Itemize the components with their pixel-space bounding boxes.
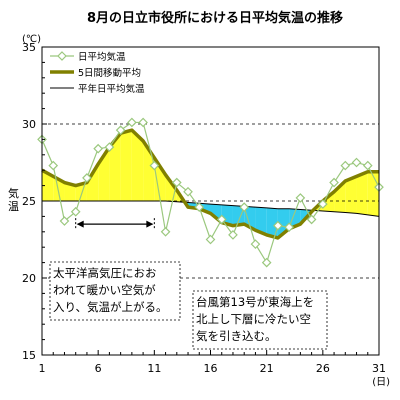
annotation-arrowhead — [76, 220, 84, 228]
data-point — [160, 226, 171, 237]
data-point — [93, 143, 104, 154]
x-tick-label: 1 — [39, 362, 46, 375]
y-tick-label: 15 — [22, 349, 36, 362]
fill-above-normal — [154, 157, 166, 201]
annotation-text-line: われて暖かい空気が — [53, 283, 156, 297]
fill-above-normal — [64, 182, 76, 201]
fill-below-normal — [266, 207, 278, 238]
data-point — [306, 214, 317, 225]
fill-above-normal — [356, 171, 368, 215]
data-point — [317, 199, 328, 209]
legend-entry: 5日間移動平均 — [78, 67, 141, 79]
data-point — [70, 206, 81, 217]
data-point — [284, 222, 294, 233]
y-axis-label: 気温 — [8, 186, 19, 213]
data-point — [183, 186, 193, 197]
fill-above-normal — [120, 130, 132, 201]
data-point — [194, 202, 205, 213]
x-tick-label: 11 — [147, 362, 161, 375]
fill-above-normal — [131, 130, 144, 201]
x-tick-label: 26 — [316, 362, 330, 375]
x-tick-label: 6 — [95, 362, 102, 375]
data-point — [295, 193, 306, 203]
x-tick-label: 21 — [260, 362, 274, 375]
data-point — [340, 160, 351, 171]
fill-above-normal — [86, 164, 99, 201]
data-point — [205, 234, 216, 245]
y-tick-label: 35 — [22, 41, 36, 54]
data-point — [138, 117, 148, 128]
chart-title: 8月の日立市役所における日平均気温の推移 — [87, 10, 343, 26]
data-point — [115, 125, 126, 136]
legend-entry: 日平均気温 — [78, 51, 126, 63]
fill-above-normal — [42, 170, 54, 201]
x-tick-label: 16 — [204, 362, 218, 375]
x-axis-unit: (日) — [372, 377, 390, 388]
data-point — [48, 160, 59, 171]
fill-areas — [42, 130, 379, 238]
annotation-text-line: 太平洋高気圧におお — [53, 266, 157, 280]
fill-below-normal — [232, 205, 245, 226]
fill-above-normal — [109, 133, 121, 201]
data-point — [216, 214, 227, 225]
data-point — [273, 220, 283, 231]
legend-swatch-marker — [57, 51, 67, 61]
x-tick-label: 31 — [372, 362, 386, 375]
y-tick-label: 20 — [22, 272, 36, 285]
annotation-text-line: 気を引き込む。 — [196, 329, 277, 343]
data-point — [59, 216, 70, 226]
series-line-normal — [42, 200, 380, 217]
data-point — [82, 173, 92, 183]
fill-above-normal — [367, 171, 379, 217]
data-point — [362, 160, 373, 171]
series-markers — [37, 117, 384, 268]
fill-below-normal — [255, 207, 267, 235]
data-point — [329, 177, 339, 188]
data-point — [127, 117, 137, 128]
fill-above-normal — [345, 176, 357, 214]
data-point — [228, 230, 238, 240]
data-point — [171, 177, 182, 188]
annotation-text-line: 台風第13号が東海上を — [196, 295, 314, 309]
annotation-text-line: 入り、気温が上がる。 — [53, 300, 168, 314]
data-point — [104, 142, 115, 152]
y-tick-label: 30 — [22, 118, 36, 131]
data-point — [351, 157, 362, 168]
annotation-box — [49, 261, 181, 321]
y-axis-unit: (℃) — [22, 34, 41, 45]
data-point — [239, 202, 250, 213]
fill-above-normal — [322, 191, 335, 212]
data-point — [250, 239, 261, 249]
legend-entry: 平年日平均気温 — [78, 83, 145, 95]
fill-above-normal — [334, 180, 346, 213]
annotation-text-line: 北上し下層に冷たい空 — [196, 312, 311, 326]
annotation-arrowhead — [146, 220, 154, 228]
data-point — [149, 160, 160, 171]
annotation-box — [192, 290, 328, 350]
y-tick-label: 25 — [22, 195, 36, 208]
data-point — [261, 257, 272, 268]
